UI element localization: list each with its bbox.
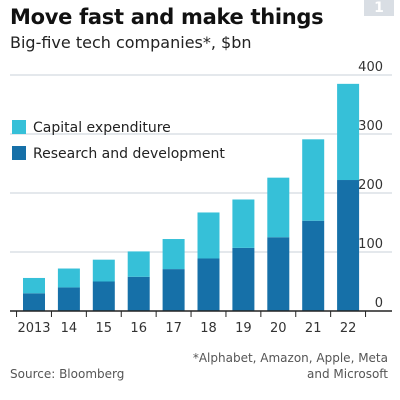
bar-capital-expenditure [197,212,220,259]
bar-capital-expenditure [162,239,185,270]
chart-subtitle: Big-five tech companies*, $bn [10,33,252,52]
x-tick-label: 20 [270,321,287,336]
bar-research-and-development [302,220,325,311]
bar-research-and-development [92,281,115,311]
bar-capital-expenditure [267,177,290,238]
x-tick-label: 22 [340,321,357,336]
bar-research-and-development [267,237,290,311]
y-tick-label: 400 [358,60,383,75]
chart-title: Move fast and make things [10,5,324,29]
bar-capital-expenditure [57,268,80,288]
bar-capital-expenditure [127,251,150,277]
x-tick-label: 18 [200,321,217,336]
x-tick-label: 17 [165,321,182,336]
bar-capital-expenditure [337,83,360,181]
legend-label: Research and development [33,146,225,162]
source-note: Source: Bloomberg [10,367,125,381]
x-tick-label: 14 [61,321,78,336]
bar-research-and-development [232,247,255,311]
x-tick-label: 21 [305,321,322,336]
bar-research-and-development [127,276,150,311]
legend-swatch [12,120,26,134]
x-tick-label: 19 [235,321,252,336]
x-tick-label: 15 [96,321,113,336]
x-tick-label: 16 [130,321,147,336]
y-tick-label: 200 [358,178,383,193]
bar-research-and-development [197,258,220,311]
legend-label: Capital expenditure [33,120,171,136]
y-tick-label: 0 [375,296,383,311]
bar-capital-expenditure [302,139,325,221]
bar-capital-expenditure [92,259,115,282]
y-tick-label: 300 [358,119,383,134]
bar-research-and-development [57,287,80,311]
bar-research-and-development [337,180,360,311]
y-tick-label: 100 [358,237,383,252]
legend-swatch [12,146,26,160]
bar-research-and-development [23,293,45,311]
bar-capital-expenditure [23,277,45,294]
chart-number-badge: 1 [364,0,394,16]
bar-capital-expenditure [232,199,255,248]
footnote: *Alphabet, Amazon, Apple, Meta and Micro… [192,351,388,381]
x-tick-label: 2013 [17,321,50,336]
bar-research-and-development [162,269,185,311]
